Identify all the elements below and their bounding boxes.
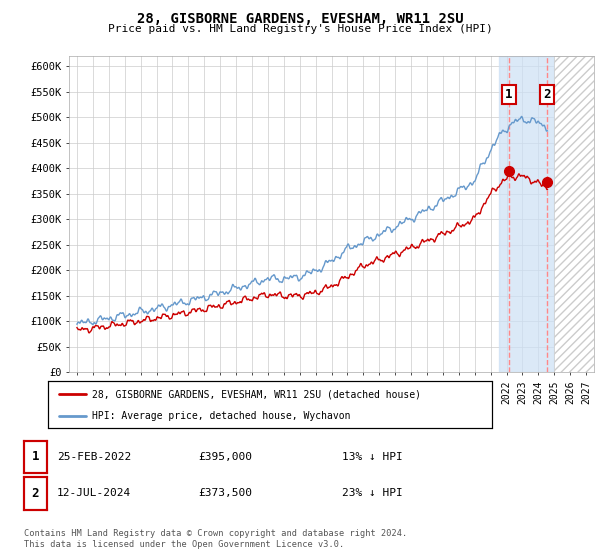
Text: Price paid vs. HM Land Registry's House Price Index (HPI): Price paid vs. HM Land Registry's House … (107, 24, 493, 34)
Text: £395,000: £395,000 (198, 452, 252, 462)
Text: 1: 1 (505, 88, 512, 101)
Text: 1: 1 (32, 450, 39, 464)
Text: 12-JUL-2024: 12-JUL-2024 (57, 488, 131, 498)
Text: HPI: Average price, detached house, Wychavon: HPI: Average price, detached house, Wych… (92, 411, 351, 421)
Text: Contains HM Land Registry data © Crown copyright and database right 2024.
This d: Contains HM Land Registry data © Crown c… (24, 529, 407, 549)
Text: 2: 2 (32, 487, 39, 500)
Text: 28, GISBORNE GARDENS, EVESHAM, WR11 2SU: 28, GISBORNE GARDENS, EVESHAM, WR11 2SU (137, 12, 463, 26)
Text: 25-FEB-2022: 25-FEB-2022 (57, 452, 131, 462)
Bar (499, 56, 554, 372)
Text: 2: 2 (543, 88, 551, 101)
Text: £373,500: £373,500 (198, 488, 252, 498)
Text: 13% ↓ HPI: 13% ↓ HPI (342, 452, 403, 462)
Text: 23% ↓ HPI: 23% ↓ HPI (342, 488, 403, 498)
Text: 28, GISBORNE GARDENS, EVESHAM, WR11 2SU (detached house): 28, GISBORNE GARDENS, EVESHAM, WR11 2SU … (92, 389, 421, 399)
